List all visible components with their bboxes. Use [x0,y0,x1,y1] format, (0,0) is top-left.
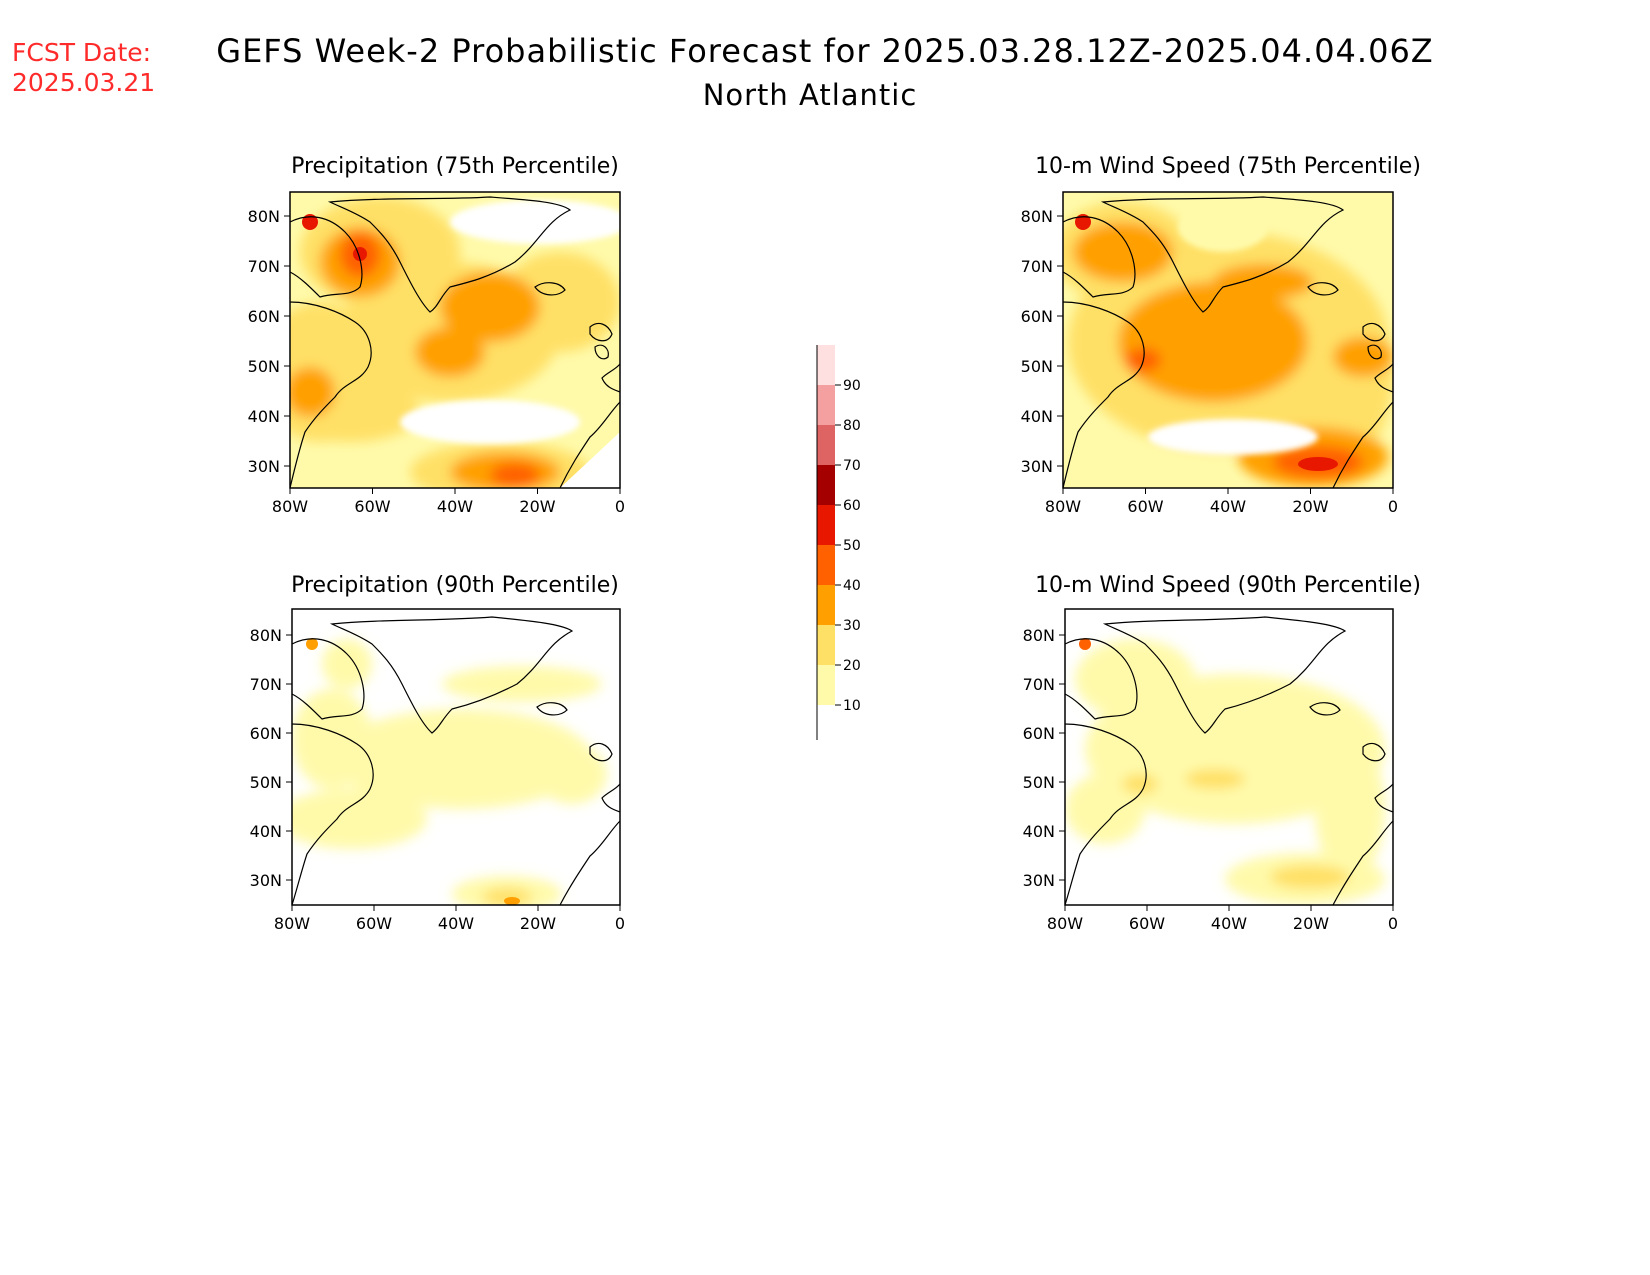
lat-tick-label: 30N [248,457,280,476]
lat-tick-label: 50N [250,773,282,792]
lon-tick-label: 60W [356,914,392,933]
colorbar-segment [817,345,835,385]
colorbar-tick-label: 50 [843,538,861,554]
lon-tick-label: 40W [1210,497,1246,516]
lat-tick-label: 30N [1021,457,1053,476]
lat-tick-label: 70N [250,675,282,694]
colorbar-segment [817,505,835,545]
colorbar-segment [817,665,835,705]
lat-tick-label: 40N [248,407,280,426]
fcst-date-value: 2025.03.21 [12,68,156,97]
lon-tick-label: 60W [354,497,390,516]
lat-tick-label: 60N [1023,724,1055,743]
precip-90-field [292,609,621,905]
fcst-date-label: FCST Date: [12,38,152,67]
lat-tick-label: 30N [1023,871,1055,890]
lon-tick-label: 0 [1388,497,1398,516]
lon-tick-label: 0 [615,497,625,516]
colorbar-tick-label: 70 [843,458,861,474]
panel-title: Precipitation (90th Percentile) [291,573,619,598]
lat-tick-label: 50N [1023,773,1055,792]
lat-tick-label: 40N [1021,407,1053,426]
lon-tick-label: 40W [1211,914,1247,933]
colorbar-tick-label: 60 [843,498,861,514]
lat-tick-label: 80N [1023,626,1055,645]
lon-tick-label: 40W [438,914,474,933]
lon-tick-label: 20W [519,497,555,516]
lon-tick-label: 40W [437,497,473,516]
page-title: GEFS Week-2 Probabilistic Forecast for 2… [216,32,1434,70]
lon-tick-label: 0 [615,914,625,933]
lon-tick-label: 20W [1292,497,1328,516]
map-panel-precip-90: Precipitation (90th Percentile) [250,573,625,933]
colorbar-tick-label: 40 [843,578,861,594]
lon-tick-label: 20W [1293,914,1329,933]
colorbar-tick-label: 30 [843,618,861,634]
lat-tick-label: 70N [1021,257,1053,276]
lat-tick-label: 80N [1021,207,1053,226]
map-panel-precip-75: Precipitation (75th Percentile) [248,154,625,516]
colorbar-tick-label: 10 [843,698,861,714]
lat-tick-label: 80N [248,207,280,226]
wind-75-field [1063,192,1393,488]
wind-90-field [1065,609,1394,905]
colorbar-segment [817,545,835,585]
colorbar-segment [817,465,835,505]
colorbar-tick-label: 90 [843,378,861,394]
lat-tick-label: 70N [1023,675,1055,694]
panel-title: 10-m Wind Speed (90th Percentile) [1035,573,1421,598]
colorbar-segment [817,425,835,465]
lat-tick-label: 70N [248,257,280,276]
lon-tick-label: 80W [1047,914,1083,933]
lat-tick-label: 60N [1021,307,1053,326]
lon-tick-label: 60W [1129,914,1165,933]
map-panel-wind-90: 10-m Wind Speed (90th Percentile) [1023,573,1421,933]
lon-tick-label: 80W [1045,497,1081,516]
colorbar-segment [817,625,835,665]
lon-tick-label: 80W [274,914,310,933]
panel-title: Precipitation (75th Percentile) [291,154,619,179]
lon-tick-label: 0 [1388,914,1398,933]
colorbar-segment [817,585,835,625]
forecast-date-block: FCST Date: 2025.03.21 [12,38,155,98]
map-panel-wind-75: 10-m Wind Speed (75th Percentile) [1021,154,1421,516]
lat-tick-label: 80N [250,626,282,645]
lat-tick-label: 50N [248,357,280,376]
lon-tick-label: 80W [272,497,308,516]
lat-tick-label: 40N [1023,822,1055,841]
lat-tick-label: 40N [250,822,282,841]
colorbar: 10 20 30 40 50 60 70 80 90 [816,345,861,740]
lat-tick-label: 50N [1021,357,1053,376]
lat-tick-label: 30N [250,871,282,890]
colorbar-tick-label: 20 [843,658,861,674]
precip-75-field [290,192,620,488]
lat-tick-label: 60N [248,307,280,326]
panel-title: 10-m Wind Speed (75th Percentile) [1035,154,1421,179]
lon-tick-label: 20W [520,914,556,933]
lat-tick-label: 60N [250,724,282,743]
region-subtitle: North Atlantic [702,78,918,112]
colorbar-segment [817,385,835,425]
lon-tick-label: 60W [1127,497,1163,516]
colorbar-tick-label: 80 [843,418,861,434]
